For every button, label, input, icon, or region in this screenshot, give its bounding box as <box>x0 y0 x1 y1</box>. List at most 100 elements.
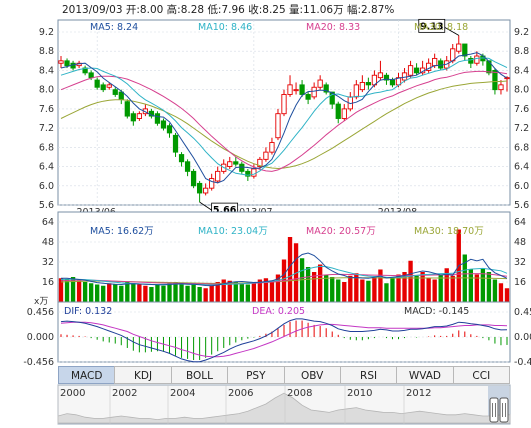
volume-bar <box>257 279 263 302</box>
close-value: 8.25 <box>262 4 286 16</box>
quote-date: 2013/09/03 <box>62 4 123 16</box>
volume-bar <box>149 287 154 302</box>
price-ytick-right: 9.2 <box>514 27 529 38</box>
tab-wvad[interactable]: WVAD <box>396 366 453 384</box>
price-ma10-line <box>60 57 508 176</box>
candle-body <box>160 120 167 129</box>
volume-bar <box>275 274 281 302</box>
candle-body <box>383 74 390 81</box>
candle-body <box>305 94 311 100</box>
candle-body <box>245 170 251 177</box>
volume-bar <box>233 282 238 302</box>
volume-bar <box>167 283 172 302</box>
tab-cci[interactable]: CCI <box>452 366 510 384</box>
candle-body <box>106 84 112 88</box>
macd-dea-line <box>60 321 508 358</box>
volume-bar <box>88 283 94 302</box>
min-price-label: 5.66 <box>213 205 237 216</box>
tab-macd[interactable]: MACD <box>58 366 115 384</box>
volume-bar <box>70 277 76 302</box>
volume-bar <box>143 285 148 302</box>
volume-value: 11.06万 <box>303 4 344 16</box>
tab-kdj[interactable]: KDJ <box>114 366 171 384</box>
tab-obv[interactable]: OBV <box>283 366 340 384</box>
volume-bar <box>492 279 498 302</box>
volume-legend-item: MA30: 18.70万 <box>414 226 484 237</box>
candle-body <box>275 113 281 139</box>
scroll-handle-icon[interactable] <box>489 397 499 423</box>
volume-label: 量: <box>289 4 304 16</box>
price-ytick-left: 8.0 <box>39 85 54 96</box>
volume-bar <box>185 285 190 302</box>
volume-ytick-left: 64 <box>42 217 54 228</box>
candle-body <box>136 113 142 119</box>
tab-rsi[interactable]: RSI <box>339 366 397 384</box>
volume-bar <box>414 275 419 302</box>
candle-body <box>269 142 275 153</box>
candle-body <box>118 91 124 100</box>
overview-year-label: 2008 <box>287 388 312 399</box>
volume-bar <box>245 284 251 302</box>
candle-body <box>317 79 323 88</box>
change-label: 幅: <box>346 4 361 16</box>
candle-body <box>184 161 191 172</box>
volume-bar <box>486 272 492 302</box>
volume-bar <box>155 284 160 302</box>
volume-bar <box>342 282 347 302</box>
price-ytick-left: 6.0 <box>39 181 54 192</box>
macd-ytick-left: -0.456 <box>23 357 54 368</box>
candle-body <box>215 170 221 182</box>
tab-boll[interactable]: BOLL <box>170 366 228 384</box>
candle-body <box>94 79 100 88</box>
candle-body <box>64 60 70 67</box>
candle-body <box>209 178 215 189</box>
volume-bar <box>324 274 329 302</box>
candle-body <box>178 154 185 163</box>
candle-body <box>293 89 299 92</box>
candle-body <box>100 84 106 91</box>
price-ytick-left: 6.4 <box>39 162 54 173</box>
candle-body <box>468 57 474 64</box>
candle-body <box>227 161 233 168</box>
volume-bar <box>125 282 130 302</box>
volume-bar <box>378 269 383 302</box>
macd-legend-item: DIF: 0.132 <box>64 306 112 317</box>
volume-bar <box>450 275 455 302</box>
price-ytick-left: 8.8 <box>39 46 54 57</box>
volume-bar <box>305 267 311 302</box>
candle-body <box>311 86 317 98</box>
overview-area <box>57 392 511 424</box>
volume-bar <box>64 279 70 302</box>
scroll-handle-icon[interactable] <box>499 397 509 423</box>
open-label: 开: <box>125 4 140 16</box>
price-legend-item: MA30: 8.18 <box>414 22 468 33</box>
volume-bar <box>269 280 275 302</box>
volume-bar <box>384 283 389 302</box>
candle-body <box>426 62 432 71</box>
volume-ytick-right: 32 <box>514 257 526 268</box>
scroll-handle-body <box>489 397 499 423</box>
candle-body <box>474 55 480 64</box>
close-label: 收: <box>248 4 263 16</box>
price-ytick-right: 7.6 <box>514 104 529 115</box>
price-ytick-left: 7.2 <box>39 123 54 134</box>
change-value: 2.87% <box>361 4 395 16</box>
volume-bar <box>366 280 371 302</box>
volume-legend-item: MA5: 16.62万 <box>90 226 154 237</box>
tab-psy[interactable]: PSY <box>227 366 284 384</box>
candle-body <box>335 103 341 119</box>
overview-year-label: 2010 <box>347 388 372 399</box>
price-ma30-line <box>60 80 508 170</box>
price-ytick-left: 7.6 <box>39 104 54 115</box>
volume-bar <box>251 282 257 302</box>
volume-bar <box>239 283 244 302</box>
overview-year-label: 2002 <box>112 388 137 399</box>
price-ytick-right: 8.4 <box>514 65 529 76</box>
volume-bar <box>354 273 359 302</box>
volume-bar <box>348 275 353 302</box>
overview-year-label: 2000 <box>60 388 85 399</box>
price-ytick-right: 8.0 <box>514 85 529 96</box>
price-ytick-left: 9.2 <box>39 27 54 38</box>
volume-bar <box>137 284 142 302</box>
